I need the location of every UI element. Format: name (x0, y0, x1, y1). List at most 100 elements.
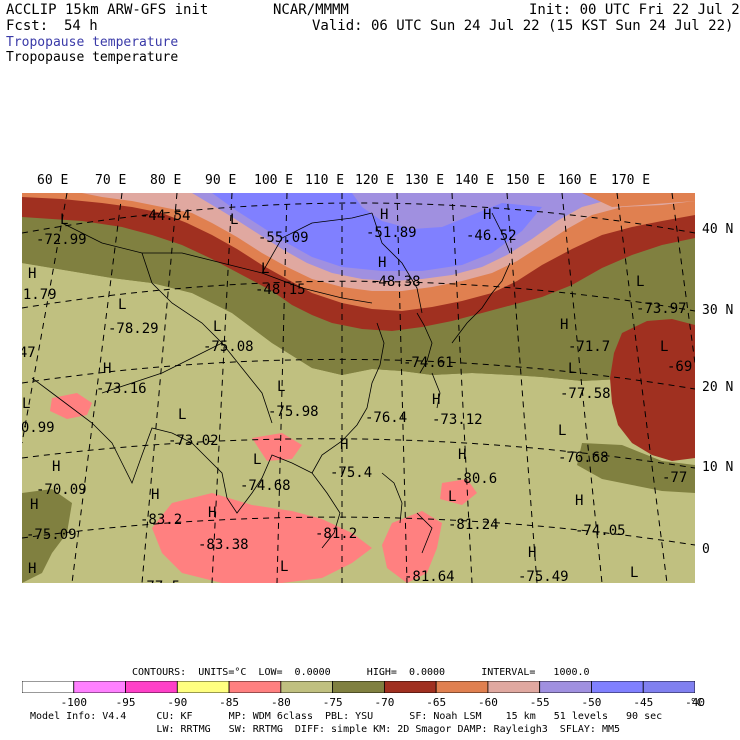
legend-swatch (176, 681, 230, 693)
band-minus-80-patch2 (382, 511, 442, 583)
low-marker: L (448, 489, 456, 505)
low-marker: L (60, 212, 68, 228)
legend-label: -60 (478, 696, 498, 709)
model-info-line2: LW: RRTMG SW: RRTMG DIFF: simple KM: 2D … (30, 724, 621, 735)
value-label: -76.68 (558, 450, 609, 466)
legend-swatch (435, 681, 489, 693)
contours-info: CONTOURS: UNITS=°C LOW= 0.0000 HIGH= 0.0… (132, 667, 590, 678)
value-label: -77.58 (560, 386, 611, 402)
lon-label: 170 E (611, 173, 651, 188)
value-label: -44.54 (140, 208, 191, 224)
lon-label: 160 E (558, 173, 598, 188)
value-label: -71.79 (22, 287, 57, 303)
legend-label: -80 (270, 696, 291, 709)
low-marker: L (22, 396, 30, 412)
lat-label: 30 N (702, 303, 734, 318)
low-marker: L (630, 565, 638, 581)
lon-label: 140 E (455, 173, 495, 188)
band-minus-60-tr (582, 193, 695, 207)
lon-label: 100 E (254, 173, 294, 188)
lon-label: 110 E (305, 173, 345, 188)
legend-label: -75 (322, 696, 343, 709)
legend-swatch (125, 681, 178, 693)
lon-label: 150 E (506, 173, 546, 188)
map-graticule (22, 193, 695, 583)
tropopause-temperature-map: L -72.99 -44.54 L -55.09 H -51.89 H -46.52 L -48.1… (22, 193, 695, 583)
high-marker: H (575, 493, 583, 509)
value-label: -75.98 (268, 404, 319, 420)
high-marker: H (528, 545, 536, 561)
legend-swatch (22, 681, 75, 693)
low-marker: L (118, 297, 126, 313)
value-label: -83.38 (198, 537, 249, 553)
band-minus-80-patch4 (252, 433, 302, 461)
value-label: -80.6 (455, 471, 497, 487)
value-label: -73.02 (168, 433, 219, 449)
high-marker: H (103, 361, 111, 377)
value-label: -74.61 (403, 355, 454, 371)
color-scale-bar (22, 681, 695, 693)
value-label: -72.99 (36, 232, 87, 248)
low-marker: L (178, 407, 186, 423)
low-marker: L (568, 361, 576, 377)
value-label: -75.4 (330, 465, 372, 481)
band-minus-70-sw (22, 489, 72, 583)
value-label: -75.49 (518, 569, 569, 583)
model-title: ACCLIP 15km ARW-GFS init (6, 2, 209, 18)
colored-field-name: Tropopause temperature (6, 35, 179, 50)
high-marker: H (378, 255, 386, 271)
band-minus-65-storm (610, 319, 695, 461)
init-time: Init: 00 UTC Fri 22 Jul 22 (529, 2, 740, 18)
low-marker: L (558, 423, 566, 439)
value-label: -48.15 (255, 282, 306, 298)
legend-swatch (539, 681, 592, 693)
lat-label: 20 N (702, 380, 734, 395)
legend-label: °C (690, 696, 704, 709)
value-label: 3.47 (22, 345, 36, 361)
value-label: -46.52 (466, 228, 517, 244)
lon-label: 90 E (205, 173, 237, 188)
value-label: -81.24 (448, 517, 499, 533)
low-marker: L (280, 559, 288, 575)
legend-label: -90 (167, 696, 188, 709)
high-marker: H (483, 207, 491, 223)
value-label: -74.05 (575, 523, 626, 539)
value-label: -48.38 (370, 274, 421, 290)
high-marker: H (52, 459, 60, 475)
legend-swatch (642, 681, 695, 693)
value-label: -55.09 (258, 230, 309, 246)
legend-label: -40 (685, 696, 705, 709)
low-marker: L (636, 274, 644, 290)
legend-label: -100 (60, 696, 88, 709)
value-label: -75.09 (26, 527, 77, 543)
lon-label: 120 E (355, 173, 395, 188)
legend-swatch (383, 681, 437, 693)
value-label: -73.97 (636, 301, 687, 317)
value-label: -83.2 (140, 512, 182, 528)
value-label: -77 (662, 470, 687, 486)
band-minus-45 (212, 193, 542, 271)
low-marker: L (230, 212, 238, 228)
high-marker: H (432, 392, 440, 408)
value-label: -71.7 (568, 339, 610, 355)
low-marker: L (660, 339, 668, 355)
high-marker: H (208, 505, 216, 521)
high-marker: H (560, 317, 568, 333)
high-marker: H (30, 497, 38, 513)
contour-field-name: Tropopause temperature (6, 50, 179, 65)
legend-label: -70 (374, 696, 395, 709)
value-label: -70.09 (36, 482, 87, 498)
high-marker: H (458, 447, 466, 463)
legend-swatch (332, 681, 385, 693)
organization-label: NCAR/MMMM (273, 2, 349, 18)
low-marker: L (253, 452, 261, 468)
band-minus-70-mid (22, 225, 695, 393)
value-label: -75.08 (203, 339, 254, 355)
model-info-line1: Model Info: V4.4 CU: KF MP: WDM 6class P… (30, 711, 663, 722)
low-marker: L (261, 261, 269, 277)
lon-label: 130 E (405, 173, 445, 188)
high-marker: H (151, 487, 159, 503)
band-minus-80-patch1 (152, 493, 372, 583)
coastlines (31, 212, 511, 554)
lon-label: 60 E (37, 173, 69, 188)
